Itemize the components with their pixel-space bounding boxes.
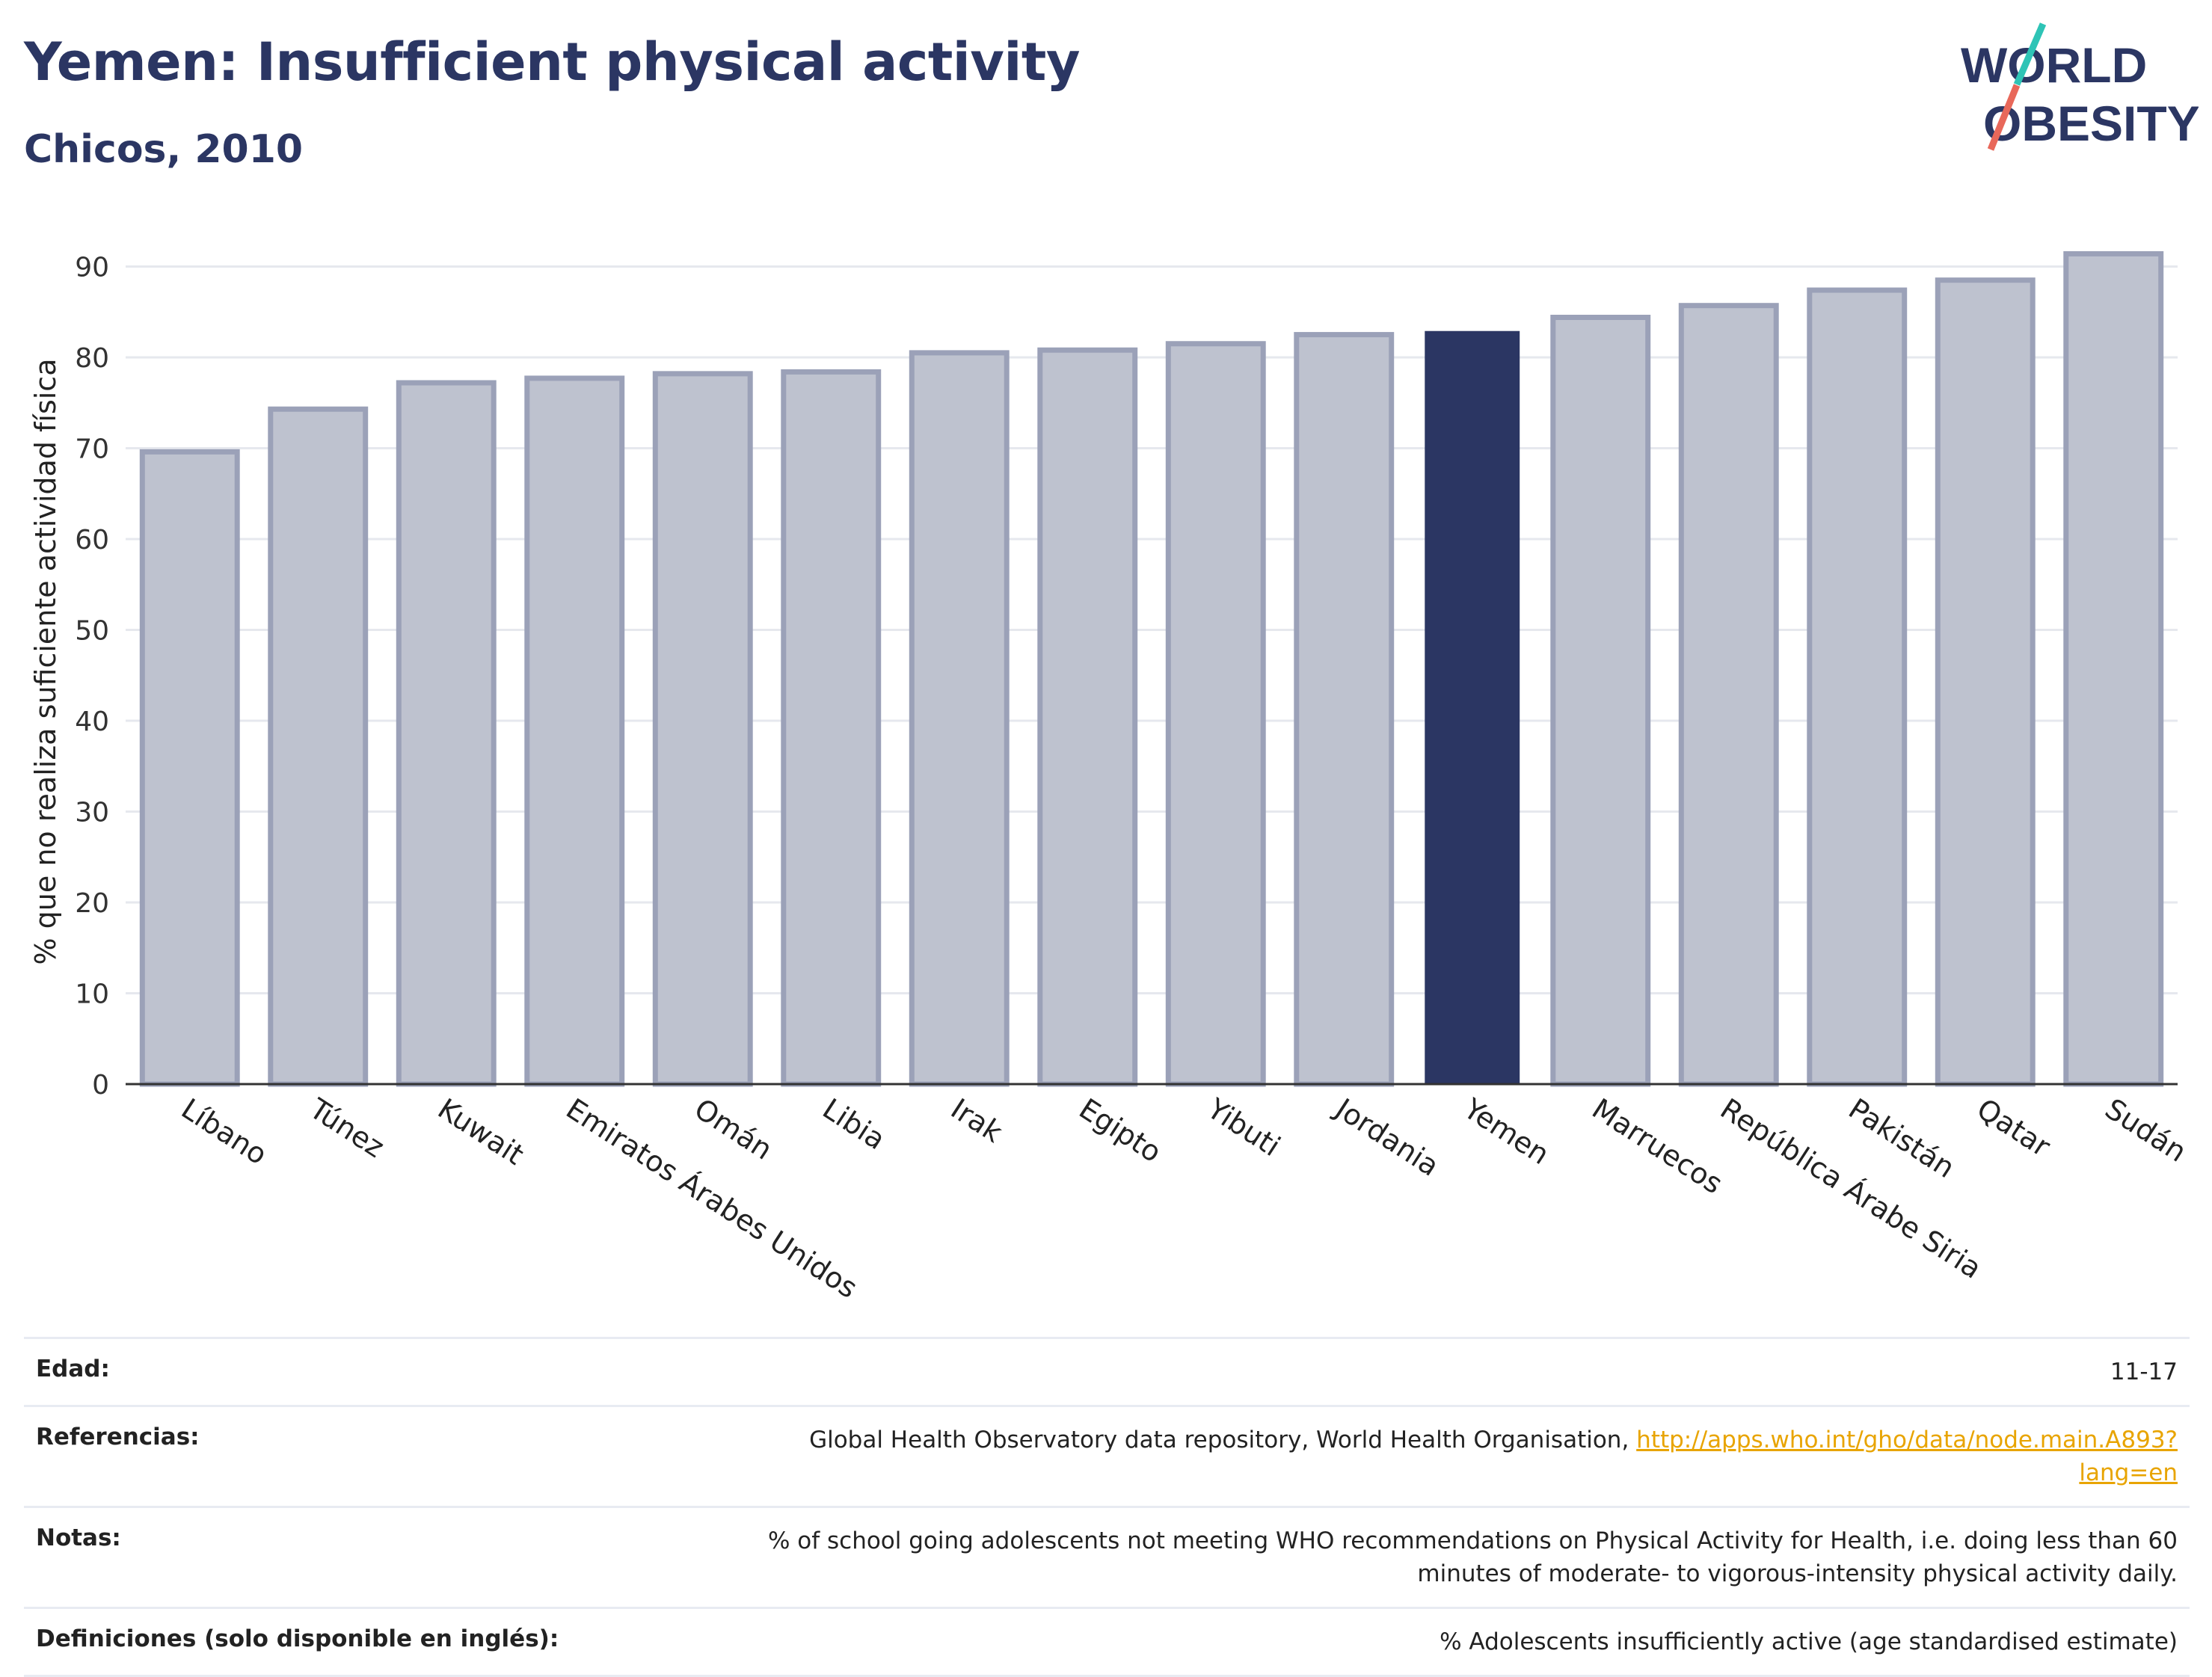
x-tick-label: Yemen [1457,1092,1555,1171]
world-obesity-logo: WORLD OBESITY [1961,22,2199,151]
x-tick-label: Pakistán [1843,1092,1960,1185]
page-title: Yemen: Insufficient physical activity [24,31,1081,93]
x-tick-label: Marruecos [1586,1092,1728,1201]
y-tick-label: 10 [75,979,109,1009]
details-row-references: Referencias: Global Health Observatory d… [24,1405,2190,1507]
details-label: Definiciones (solo disponible en inglés)… [24,1607,709,1677]
page-subtitle: Chicos, 2010 [24,127,304,172]
y-tick-label: 30 [75,797,109,828]
y-tick-label: 90 [75,252,109,283]
bar [524,375,625,1087]
y-tick-label: 80 [75,343,109,374]
bar [1550,314,1651,1087]
logo-line-1: WORLD [1961,37,2147,93]
y-tick-label: 0 [92,1070,109,1101]
details-row-age: Edad: 11-17 [24,1337,2190,1406]
x-tick-label: Líbano [176,1092,273,1172]
details-value: 11-17 [709,1337,2190,1406]
bar [1294,332,1395,1087]
y-axis-title: % que no realiza suficiente actividad fí… [29,359,62,965]
y-tick-label: 70 [75,434,109,464]
y-tick-label: 60 [75,525,109,556]
logo-slash-bottom [1987,84,2021,151]
y-tick-label: 40 [75,707,109,737]
bar [139,449,240,1087]
x-tick-label: Omán [689,1092,778,1166]
details-row-notes: Notas: % of school going adolescents not… [24,1506,2190,1608]
details-value: % Adolescents insufficiently active (age… [709,1607,2190,1677]
bar [1037,347,1138,1087]
details-table: Edad: 11-17 Referencias: Global Health O… [24,1337,2190,1677]
x-tick-label: Yibuti [1201,1092,1286,1163]
bar [1935,277,2036,1087]
details-value: % of school going adolescents not meetin… [709,1506,2190,1608]
logo-slash-top [2013,22,2047,86]
bar [909,350,1010,1087]
logo-line-2: OBESITY [1983,96,2199,151]
reference-link[interactable]: http://apps.who.int/gho/data/node.main.A… [1636,1427,2178,1486]
details-label: Edad: [24,1337,709,1406]
x-tick-label: Túnez [304,1092,390,1164]
bar [396,380,497,1087]
bar [1678,303,1779,1087]
bar [1807,287,1908,1087]
bar [2063,250,2164,1087]
x-tick-label: Qatar [1971,1092,2056,1163]
bar [1165,341,1266,1087]
x-tick-label: Kuwait [432,1092,529,1172]
details-label: Referencias: [24,1405,709,1507]
y-tick-label: 20 [75,888,109,919]
x-tick-label: Egipto [1073,1092,1167,1169]
bar [268,406,369,1087]
details-label: Notas: [24,1506,709,1608]
bar [1425,330,1520,1084]
bar-chart: 0 10 20 30 40 50 60 70 80 90 % que no realiza sufi… [29,250,2193,1305]
bar [781,369,882,1087]
x-tick-label: Sudán [2099,1092,2192,1169]
x-tick-label: Irak [945,1092,1008,1149]
x-tick-label: Jordania [1329,1092,1445,1183]
y-tick-label: 50 [75,615,109,646]
details-value: Global Health Observatory data repositor… [809,1427,1629,1453]
details-row-definitions: Definiciones (solo disponible en inglés)… [24,1607,2190,1677]
bar [652,371,753,1087]
x-tick-label: Libia [817,1092,891,1157]
